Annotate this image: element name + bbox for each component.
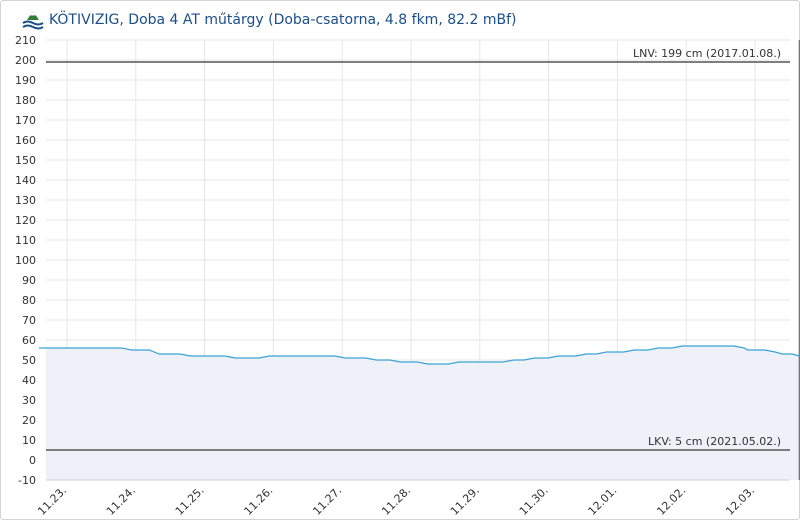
- y-tick-label: 40: [22, 374, 36, 387]
- y-tick-label: 180: [15, 94, 36, 107]
- y-tick-label: 80: [22, 294, 36, 307]
- y-tick-label: 160: [15, 134, 36, 147]
- x-tick-label: 11.25.: [173, 484, 207, 518]
- lkv-reference-label: LKV: 5 cm (2021.05.02.): [648, 435, 781, 448]
- x-tick-label: 12.02.: [654, 484, 688, 518]
- y-tick-label: 100: [15, 254, 36, 267]
- reference-lines: LNV: 199 cm (2017.01.08.) LKV: 5 cm (2021…: [46, 40, 800, 480]
- x-tick-label: 11.23.: [35, 484, 69, 518]
- y-tick-label: 150: [15, 154, 36, 167]
- x-tick-label: 11.28.: [379, 484, 413, 518]
- x-tick-label: 11.30.: [517, 484, 551, 518]
- y-tick-label: 120: [15, 214, 36, 227]
- y-tick-label: 140: [15, 174, 36, 187]
- y-tick-label: 170: [15, 114, 36, 127]
- station-logo-icon: [22, 11, 44, 30]
- series-area: [39, 346, 800, 480]
- x-tick-label: 11.29.: [448, 484, 482, 518]
- series-line: [39, 345, 800, 365]
- y-tick-label: -10: [18, 474, 36, 487]
- x-tick-label: 11.27.: [310, 484, 344, 518]
- lnv-reference-label: LNV: 199 cm (2017.01.08.): [633, 47, 781, 60]
- x-tick-label: 11.24.: [104, 484, 138, 518]
- y-tick-label: 10: [22, 434, 36, 447]
- y-tick-label: 190: [15, 74, 36, 87]
- y-tick-label: 210: [15, 34, 36, 47]
- y-tick-label: 0: [29, 454, 36, 467]
- y-tick-label: 90: [22, 274, 36, 287]
- y-tick-label: 60: [22, 334, 36, 347]
- y-tick-label: 110: [15, 234, 36, 247]
- series-line-layer: [39, 345, 800, 365]
- x-tick-label: 12.01.: [586, 484, 620, 518]
- x-tick-label: 12.03.: [723, 484, 757, 518]
- y-tick-label: 70: [22, 314, 36, 327]
- y-tick-label: 130: [15, 194, 36, 207]
- y-tick-label: 30: [22, 394, 36, 407]
- y-tick-label: 50: [22, 354, 36, 367]
- area-fill-layer: [39, 346, 800, 480]
- chart-title: KÖTIVIZIG, Doba 4 AT műtárgy (Doba-csato…: [49, 12, 517, 28]
- x-tick-label: 11.26.: [242, 484, 276, 518]
- y-tick-label: 200: [15, 54, 36, 67]
- chart-header: KÖTIVIZIG, Doba 4 AT műtárgy (Doba-csato…: [22, 9, 516, 31]
- y-tick-label: 20: [22, 414, 36, 427]
